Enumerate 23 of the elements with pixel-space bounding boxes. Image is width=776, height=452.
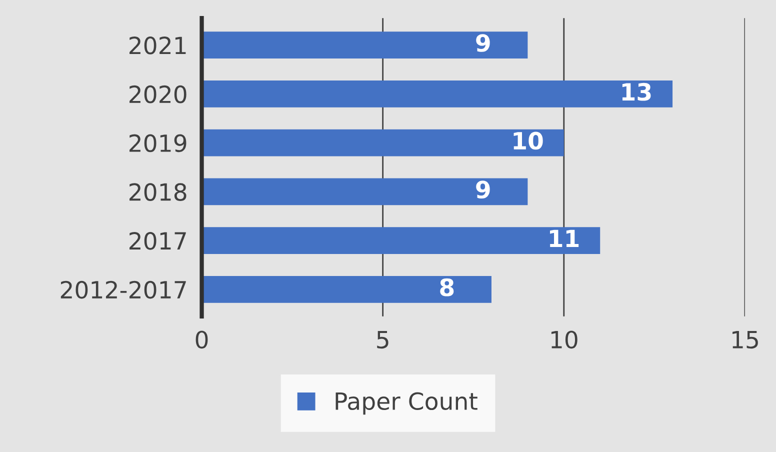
bar (202, 276, 492, 303)
data-label: 10 (514, 132, 543, 150)
y-tick-label: 2017 (130, 232, 186, 250)
bar (202, 129, 564, 156)
x-tick-label: 10 (551, 330, 578, 349)
y-tick-label: 2021 (130, 36, 186, 54)
data-label: 9 (476, 180, 490, 199)
y-tick-label: 2019 (130, 134, 186, 152)
data-label: 13 (622, 82, 651, 101)
x-tick-label: 5 (377, 331, 388, 349)
y-tick-label: 2020 (130, 85, 186, 104)
data-label: 11 (550, 230, 579, 248)
bar (202, 178, 528, 206)
x-tick-label: 0 (196, 330, 208, 349)
bar (202, 80, 673, 108)
x-tick-label: 15 (732, 331, 758, 349)
legend-label: Paper Count (336, 392, 478, 415)
bar (202, 32, 528, 59)
bar (202, 227, 600, 254)
y-tick-label: 2012-2017 (60, 280, 186, 299)
data-label: 9 (476, 34, 490, 52)
y-tick-label: 2018 (130, 183, 186, 201)
data-label: 8 (440, 278, 454, 296)
